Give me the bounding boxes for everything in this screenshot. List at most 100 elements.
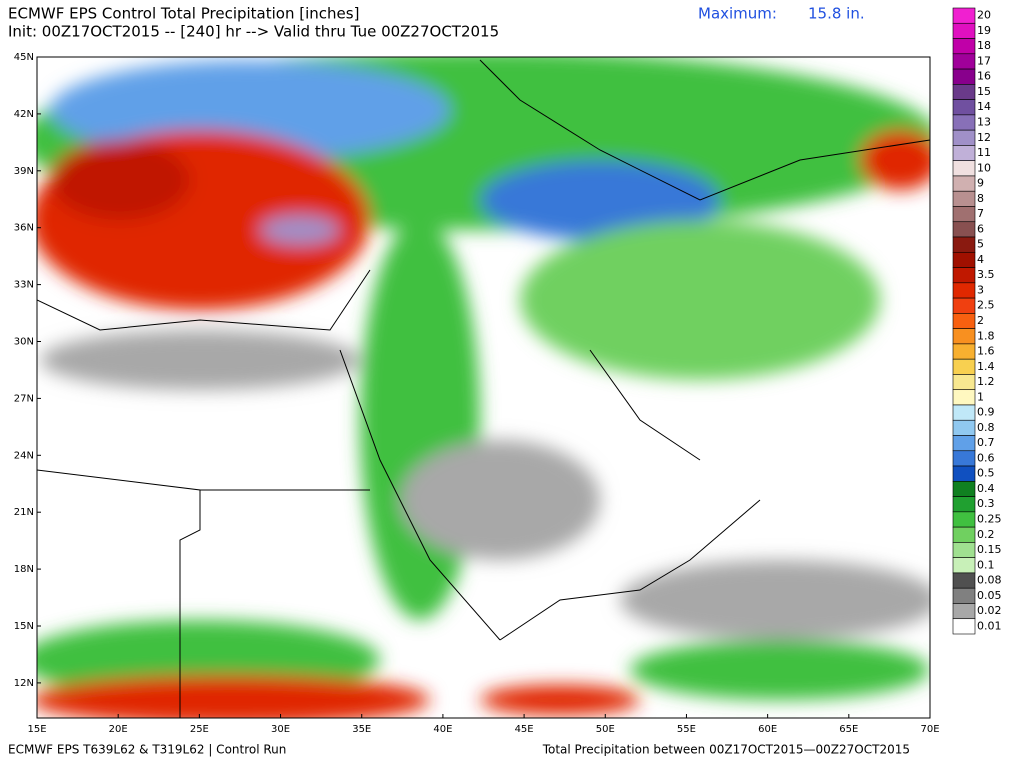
colorbar-swatch <box>952 129 976 146</box>
colorbar-swatch <box>952 542 976 558</box>
colorbar-label: 1.2 <box>977 375 995 388</box>
colorbar-label: 0.5 <box>977 467 995 480</box>
lon-label: 70E <box>920 724 939 735</box>
colorbar-swatch <box>952 175 976 192</box>
colorbar-swatch <box>952 22 976 39</box>
colorbar-swatch <box>952 572 976 589</box>
colorbar-swatch <box>952 374 976 391</box>
footer-right: Total Precipitation between 00Z17OCT2015… <box>542 743 910 757</box>
colorbar-label: 3.5 <box>977 268 995 281</box>
colorbar-label: 0.01 <box>977 619 1002 632</box>
colorbar-swatch <box>952 389 976 406</box>
lon-label: 50E <box>596 724 615 735</box>
colorbar-label: 0.15 <box>977 543 1002 556</box>
colorbar-label: 0.4 <box>977 482 995 495</box>
colorbar-swatch <box>952 297 976 314</box>
colorbar-label: 0.6 <box>977 451 995 464</box>
lat-label: 24N <box>14 450 34 461</box>
lon-label: 40E <box>433 724 452 735</box>
lat-label: 36N <box>14 223 34 234</box>
colorbar-label: 2.5 <box>977 299 995 312</box>
colorbar-label: 0.8 <box>977 421 995 434</box>
colorbar-swatch <box>952 313 976 329</box>
colorbar-label: 0.1 <box>977 558 995 571</box>
colorbar-swatch <box>952 190 976 207</box>
colorbar-swatch <box>952 221 976 238</box>
lat-label: 12N <box>14 678 34 689</box>
colorbar-swatch <box>952 618 976 635</box>
lat-label: 21N <box>14 507 34 518</box>
colorbar-label: 0.02 <box>977 604 1002 617</box>
colorbar-swatch <box>952 343 976 360</box>
colorbar-swatch <box>952 99 976 116</box>
colorbar-label: 1 <box>977 390 984 403</box>
subtitle: Init: 00Z17OCT2015 -- [240] hr --> Valid… <box>8 23 499 41</box>
colorbar-swatch <box>952 160 976 177</box>
colorbar-swatch <box>952 358 976 375</box>
colorbar-swatch <box>952 511 976 528</box>
colorbar-swatch <box>952 7 976 24</box>
colorbar-label: 17 <box>977 54 991 67</box>
colorbar-swatch <box>952 251 976 268</box>
colorbar-swatch <box>952 450 976 467</box>
colorbar-swatch <box>952 465 976 482</box>
lon-label: 45E <box>515 724 534 735</box>
colorbar-label: 1.6 <box>977 345 995 358</box>
lat-label: 18N <box>14 564 34 575</box>
lat-label: 33N <box>14 280 34 291</box>
maximum-value: 15.8 in. <box>808 5 865 23</box>
lon-label: 55E <box>677 724 696 735</box>
colorbar-swatch <box>952 236 976 253</box>
lon-label: 60E <box>758 724 777 735</box>
lat-label: 15N <box>14 621 34 632</box>
colorbar-swatch <box>952 496 976 513</box>
colorbar-label: 19 <box>977 24 991 37</box>
colorbar-swatch <box>952 267 976 284</box>
colorbar-label: 0.3 <box>977 497 995 510</box>
title: ECMWF EPS Control Total Precipitation [i… <box>8 5 359 23</box>
colorbar-swatch <box>952 206 976 223</box>
colorbar-label: 0.08 <box>977 574 1002 587</box>
colorbar-label: 4 <box>977 253 984 266</box>
colorbar-label: 16 <box>977 70 991 83</box>
colorbar-label: 2 <box>977 314 984 327</box>
colorbar-swatch <box>952 481 976 497</box>
lat-label: 45N <box>14 52 34 63</box>
lat-label: 42N <box>14 109 34 120</box>
colorbar-label: 7 <box>977 207 984 220</box>
lon-label: 15E <box>27 724 46 735</box>
colorbar-label: 13 <box>977 116 991 129</box>
colorbar-swatch <box>952 435 976 452</box>
colorbar-swatch <box>952 419 976 436</box>
colorbar-label: 12 <box>977 131 991 144</box>
colorbar-label: 15 <box>977 85 991 98</box>
colorbar-label: 8 <box>977 192 984 205</box>
colorbar-label: 9 <box>977 177 984 190</box>
colorbar-label: 5 <box>977 238 984 251</box>
colorbar-swatch <box>952 526 976 543</box>
lat-label: 39N <box>14 166 34 177</box>
lon-label: 20E <box>109 724 128 735</box>
footer-left: ECMWF EPS T639L62 & T319L62 | Control Ru… <box>8 743 286 757</box>
colorbar-swatch <box>952 38 976 55</box>
colorbar-label: 1.8 <box>977 329 995 342</box>
colorbar-swatch <box>952 282 976 299</box>
colorbar-swatch <box>952 114 976 131</box>
colorbar-swatch <box>952 84 976 100</box>
colorbar-label: 10 <box>977 161 991 174</box>
lon-label: 65E <box>839 724 858 735</box>
colorbar-swatch <box>952 603 976 620</box>
colorbar-swatch <box>952 328 976 345</box>
lat-label: 30N <box>14 337 34 348</box>
colorbar-label: 0.7 <box>977 436 995 449</box>
colorbar-label: 0.25 <box>977 512 1002 525</box>
lon-label: 35E <box>352 724 371 735</box>
colorbar-label: 20 <box>977 9 991 22</box>
colorbar-label: 1.4 <box>977 360 995 373</box>
colorbar-label: 14 <box>977 100 991 113</box>
colorbar-label: 0.9 <box>977 406 995 419</box>
map-field <box>37 57 930 718</box>
lon-label: 25E <box>190 724 209 735</box>
colorbar-label: 11 <box>977 146 991 159</box>
